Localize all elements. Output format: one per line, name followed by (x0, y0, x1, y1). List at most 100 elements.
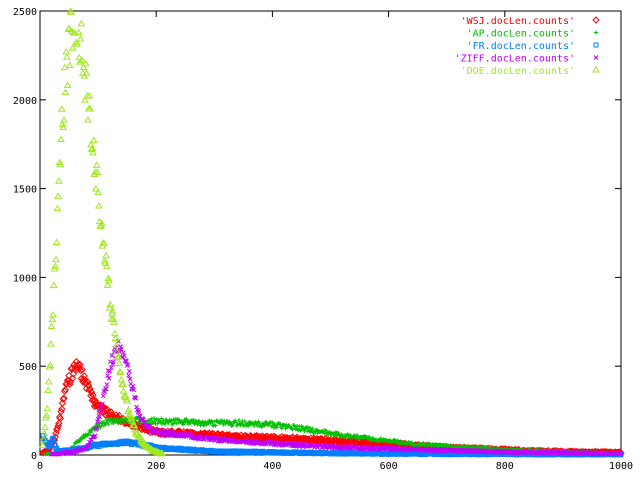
data-point (80, 372, 89, 380)
data-point (252, 423, 257, 428)
data-point (97, 414, 102, 420)
data-point (366, 435, 371, 440)
data-point (82, 69, 91, 76)
data-point (52, 238, 61, 245)
data-point (47, 322, 56, 329)
data-point (65, 61, 74, 69)
data-point (116, 338, 121, 344)
data-point (106, 300, 115, 308)
data-point (85, 91, 94, 99)
data-point (228, 420, 233, 425)
data-point (89, 148, 97, 156)
data-point (246, 423, 251, 428)
data-point (130, 383, 136, 389)
data-point (210, 420, 215, 425)
data-point (64, 377, 73, 385)
data-point (162, 421, 167, 426)
legend-label: 'FR.docLen.counts' (467, 41, 575, 52)
data-point (89, 136, 98, 144)
data-point (108, 365, 114, 370)
data-point (241, 423, 246, 428)
data-point (121, 353, 127, 358)
data-point (112, 341, 121, 349)
data-point (366, 434, 371, 439)
y-tick-label: 1000 (13, 273, 37, 284)
data-point (127, 376, 133, 382)
legend-label: 'DOE.docLen.counts' (461, 66, 575, 77)
data-point (94, 188, 102, 196)
data-point (90, 396, 98, 404)
data-point (348, 432, 353, 437)
data-point (56, 414, 65, 423)
data-point (86, 385, 94, 393)
data-point (49, 310, 57, 318)
data-point (207, 418, 212, 423)
data-point (105, 276, 113, 284)
data-point (159, 416, 164, 421)
data-point (100, 401, 105, 407)
data-point (384, 445, 390, 451)
data-point (51, 262, 60, 269)
data-point (39, 435, 48, 443)
data-point (46, 361, 55, 368)
data-point (77, 19, 86, 27)
data-point (107, 368, 113, 374)
data-point (216, 431, 224, 439)
data-point (108, 307, 117, 314)
data-point (105, 373, 110, 379)
data-point (54, 192, 63, 199)
data-point (355, 433, 360, 438)
data-point (102, 389, 107, 395)
series-4 (39, 7, 166, 457)
x-tick-label: 800 (496, 461, 514, 472)
data-point (76, 58, 84, 65)
data-point (61, 385, 70, 394)
data-point (65, 24, 73, 31)
data-point (115, 359, 124, 367)
data-point (62, 48, 71, 55)
data-point (242, 419, 247, 424)
data-point (313, 430, 318, 435)
data-point (102, 251, 110, 259)
data-point (297, 427, 302, 432)
x-tick-label: 200 (147, 461, 165, 472)
data-point (93, 168, 102, 176)
data-point (84, 381, 93, 390)
data-point (274, 425, 279, 430)
data-point (131, 387, 137, 393)
legend-label: 'ZIFF.docLen.counts' (455, 54, 575, 65)
data-point (100, 239, 108, 246)
data-point (74, 360, 83, 368)
data-point (59, 123, 68, 130)
data-point (136, 420, 141, 425)
data-point (95, 416, 101, 422)
data-point (123, 397, 132, 404)
data-point (119, 387, 128, 394)
data-point (86, 105, 94, 112)
x-tick-label: 600 (380, 461, 398, 472)
data-point (92, 185, 100, 192)
data-point (103, 406, 112, 414)
data-point (79, 63, 88, 70)
data-point (116, 368, 125, 376)
data-point (63, 81, 72, 88)
x-tick-label: 0 (37, 461, 43, 472)
legend-label: 'WSJ.docLen.counts' (461, 16, 575, 27)
data-point (270, 420, 275, 425)
data-point (125, 362, 131, 367)
data-point (443, 442, 448, 447)
data-point (84, 115, 92, 123)
data-point (305, 425, 310, 430)
data-point (157, 428, 163, 433)
data-point (234, 420, 239, 425)
data-point (98, 408, 104, 414)
data-point (106, 422, 111, 427)
data-point (87, 388, 96, 396)
data-point (179, 419, 184, 424)
data-point (56, 160, 65, 168)
data-point (308, 426, 313, 431)
legend-label: 'AP.docLen.counts' (467, 29, 575, 40)
data-point (74, 362, 82, 370)
data-point (76, 35, 85, 42)
